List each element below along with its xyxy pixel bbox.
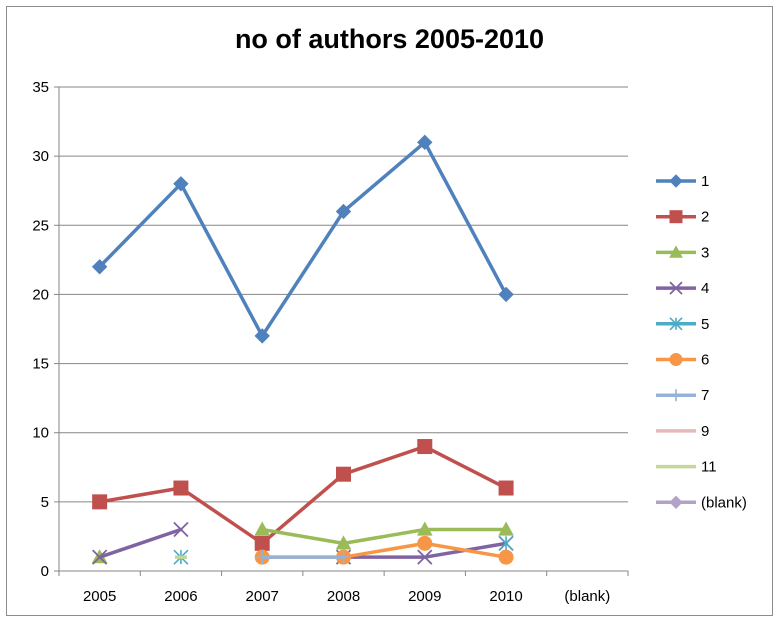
x-tick-label: 2007	[246, 588, 279, 605]
series-line-segment	[260, 209, 346, 338]
x-tick-label: 2010	[489, 588, 522, 605]
series-line-segment	[260, 527, 346, 546]
y-tick-label: 30	[32, 148, 49, 165]
y-tick-label: 10	[32, 425, 49, 442]
data-point-square	[92, 494, 108, 510]
data-point-circle	[417, 535, 433, 551]
series-line-segment	[97, 527, 183, 559]
data-point-square	[417, 439, 433, 455]
series-3	[91, 521, 514, 564]
legend-label: 4	[701, 280, 709, 297]
series-lines	[91, 134, 514, 565]
legend-label: 2	[701, 209, 709, 226]
data-point-square	[254, 535, 270, 551]
data-point-diamond	[254, 328, 270, 344]
series-line-segment	[179, 182, 264, 338]
legend-label: 11	[701, 459, 717, 476]
x-tick-label: 2005	[83, 588, 116, 605]
legend-label: 3	[701, 244, 709, 261]
data-point-diamond	[173, 176, 189, 192]
y-tick-label: 5	[41, 494, 49, 511]
data-point-square	[498, 480, 514, 496]
data-point-diamond	[335, 203, 352, 220]
series-line-segment	[341, 541, 427, 559]
series-line-segment	[97, 486, 183, 504]
series-6	[254, 535, 514, 565]
x-tick-label: (blank)	[564, 588, 610, 605]
legend-item-2: 2	[656, 209, 709, 226]
data-point-diamond	[669, 495, 683, 510]
y-tick-label: 35	[32, 79, 49, 96]
gridlines	[59, 86, 628, 503]
data-point-square	[669, 210, 683, 224]
data-point-triangle	[498, 521, 514, 536]
chart-title: no of authors 2005-2010	[234, 24, 545, 54]
data-point-x	[92, 549, 108, 565]
data-point-plus	[255, 550, 270, 565]
legend-label: 9	[701, 423, 709, 440]
legend-label: (blank)	[701, 494, 747, 511]
data-point-triangle	[335, 535, 352, 550]
series-line-segment	[423, 140, 508, 297]
legend-label: 6	[701, 352, 709, 369]
legend-item-7: 7	[656, 387, 709, 404]
legend-item-11: 11	[656, 459, 717, 476]
y-tick-label: 15	[32, 356, 49, 373]
data-point-circle	[498, 549, 514, 565]
legend-item-(blank): (blank)	[656, 494, 747, 511]
legend-item-9: 9	[656, 423, 709, 440]
data-point-diamond	[498, 286, 514, 303]
series-2	[92, 439, 514, 551]
legend-item-6: 6	[656, 352, 709, 369]
data-point-triangle	[669, 245, 683, 258]
series-line-segment	[341, 444, 427, 476]
series-5	[173, 535, 514, 565]
legend-label: 1	[701, 173, 709, 190]
legend: 1 2 3 4 5 6 7 9 11 (blank)	[656, 173, 747, 511]
data-point-diamond	[91, 259, 108, 275]
series-line-segment	[341, 140, 427, 214]
data-point-diamond	[417, 134, 433, 151]
data-point-triangle	[416, 521, 433, 536]
data-point-diamond	[669, 174, 683, 188]
legend-item-4: 4	[656, 280, 709, 297]
series-1	[91, 134, 514, 344]
legend-item-5: 5	[656, 316, 709, 333]
x-tick-label: 2008	[327, 588, 360, 605]
legend-item-3: 3	[656, 244, 709, 261]
y-tick-label: 20	[32, 286, 49, 303]
x-tick-label: 2009	[408, 588, 441, 605]
y-tick-label: 25	[32, 217, 49, 234]
series-line-segment	[423, 541, 508, 559]
series-line-segment	[341, 527, 427, 546]
data-point-plus	[336, 550, 351, 565]
data-point-circle	[669, 353, 683, 366]
data-point-square	[336, 466, 351, 482]
y-tick-label: 0	[41, 563, 49, 580]
legend-item-1: 1	[656, 173, 709, 190]
series-line-segment	[423, 444, 508, 490]
chart-frame	[6, 6, 773, 616]
series-7	[255, 550, 351, 565]
data-point-star	[669, 317, 683, 331]
data-point-plus	[670, 389, 682, 402]
data-point-x	[417, 549, 433, 565]
series-line-segment	[179, 486, 264, 546]
x-tick-label: 2006	[164, 588, 197, 605]
legend-label: 7	[701, 387, 709, 404]
data-point-star	[498, 535, 514, 551]
axes: 0 5 10 15 20 25 30 35 2005 2006 2007 2008 2009 2010 (b…	[32, 79, 629, 605]
data-point-triangle	[254, 521, 271, 536]
series-line-segment	[97, 182, 183, 269]
data-point-x	[669, 281, 683, 295]
data-point-x	[173, 521, 189, 538]
data-point-square	[173, 480, 189, 496]
legend-label: 5	[701, 316, 709, 333]
